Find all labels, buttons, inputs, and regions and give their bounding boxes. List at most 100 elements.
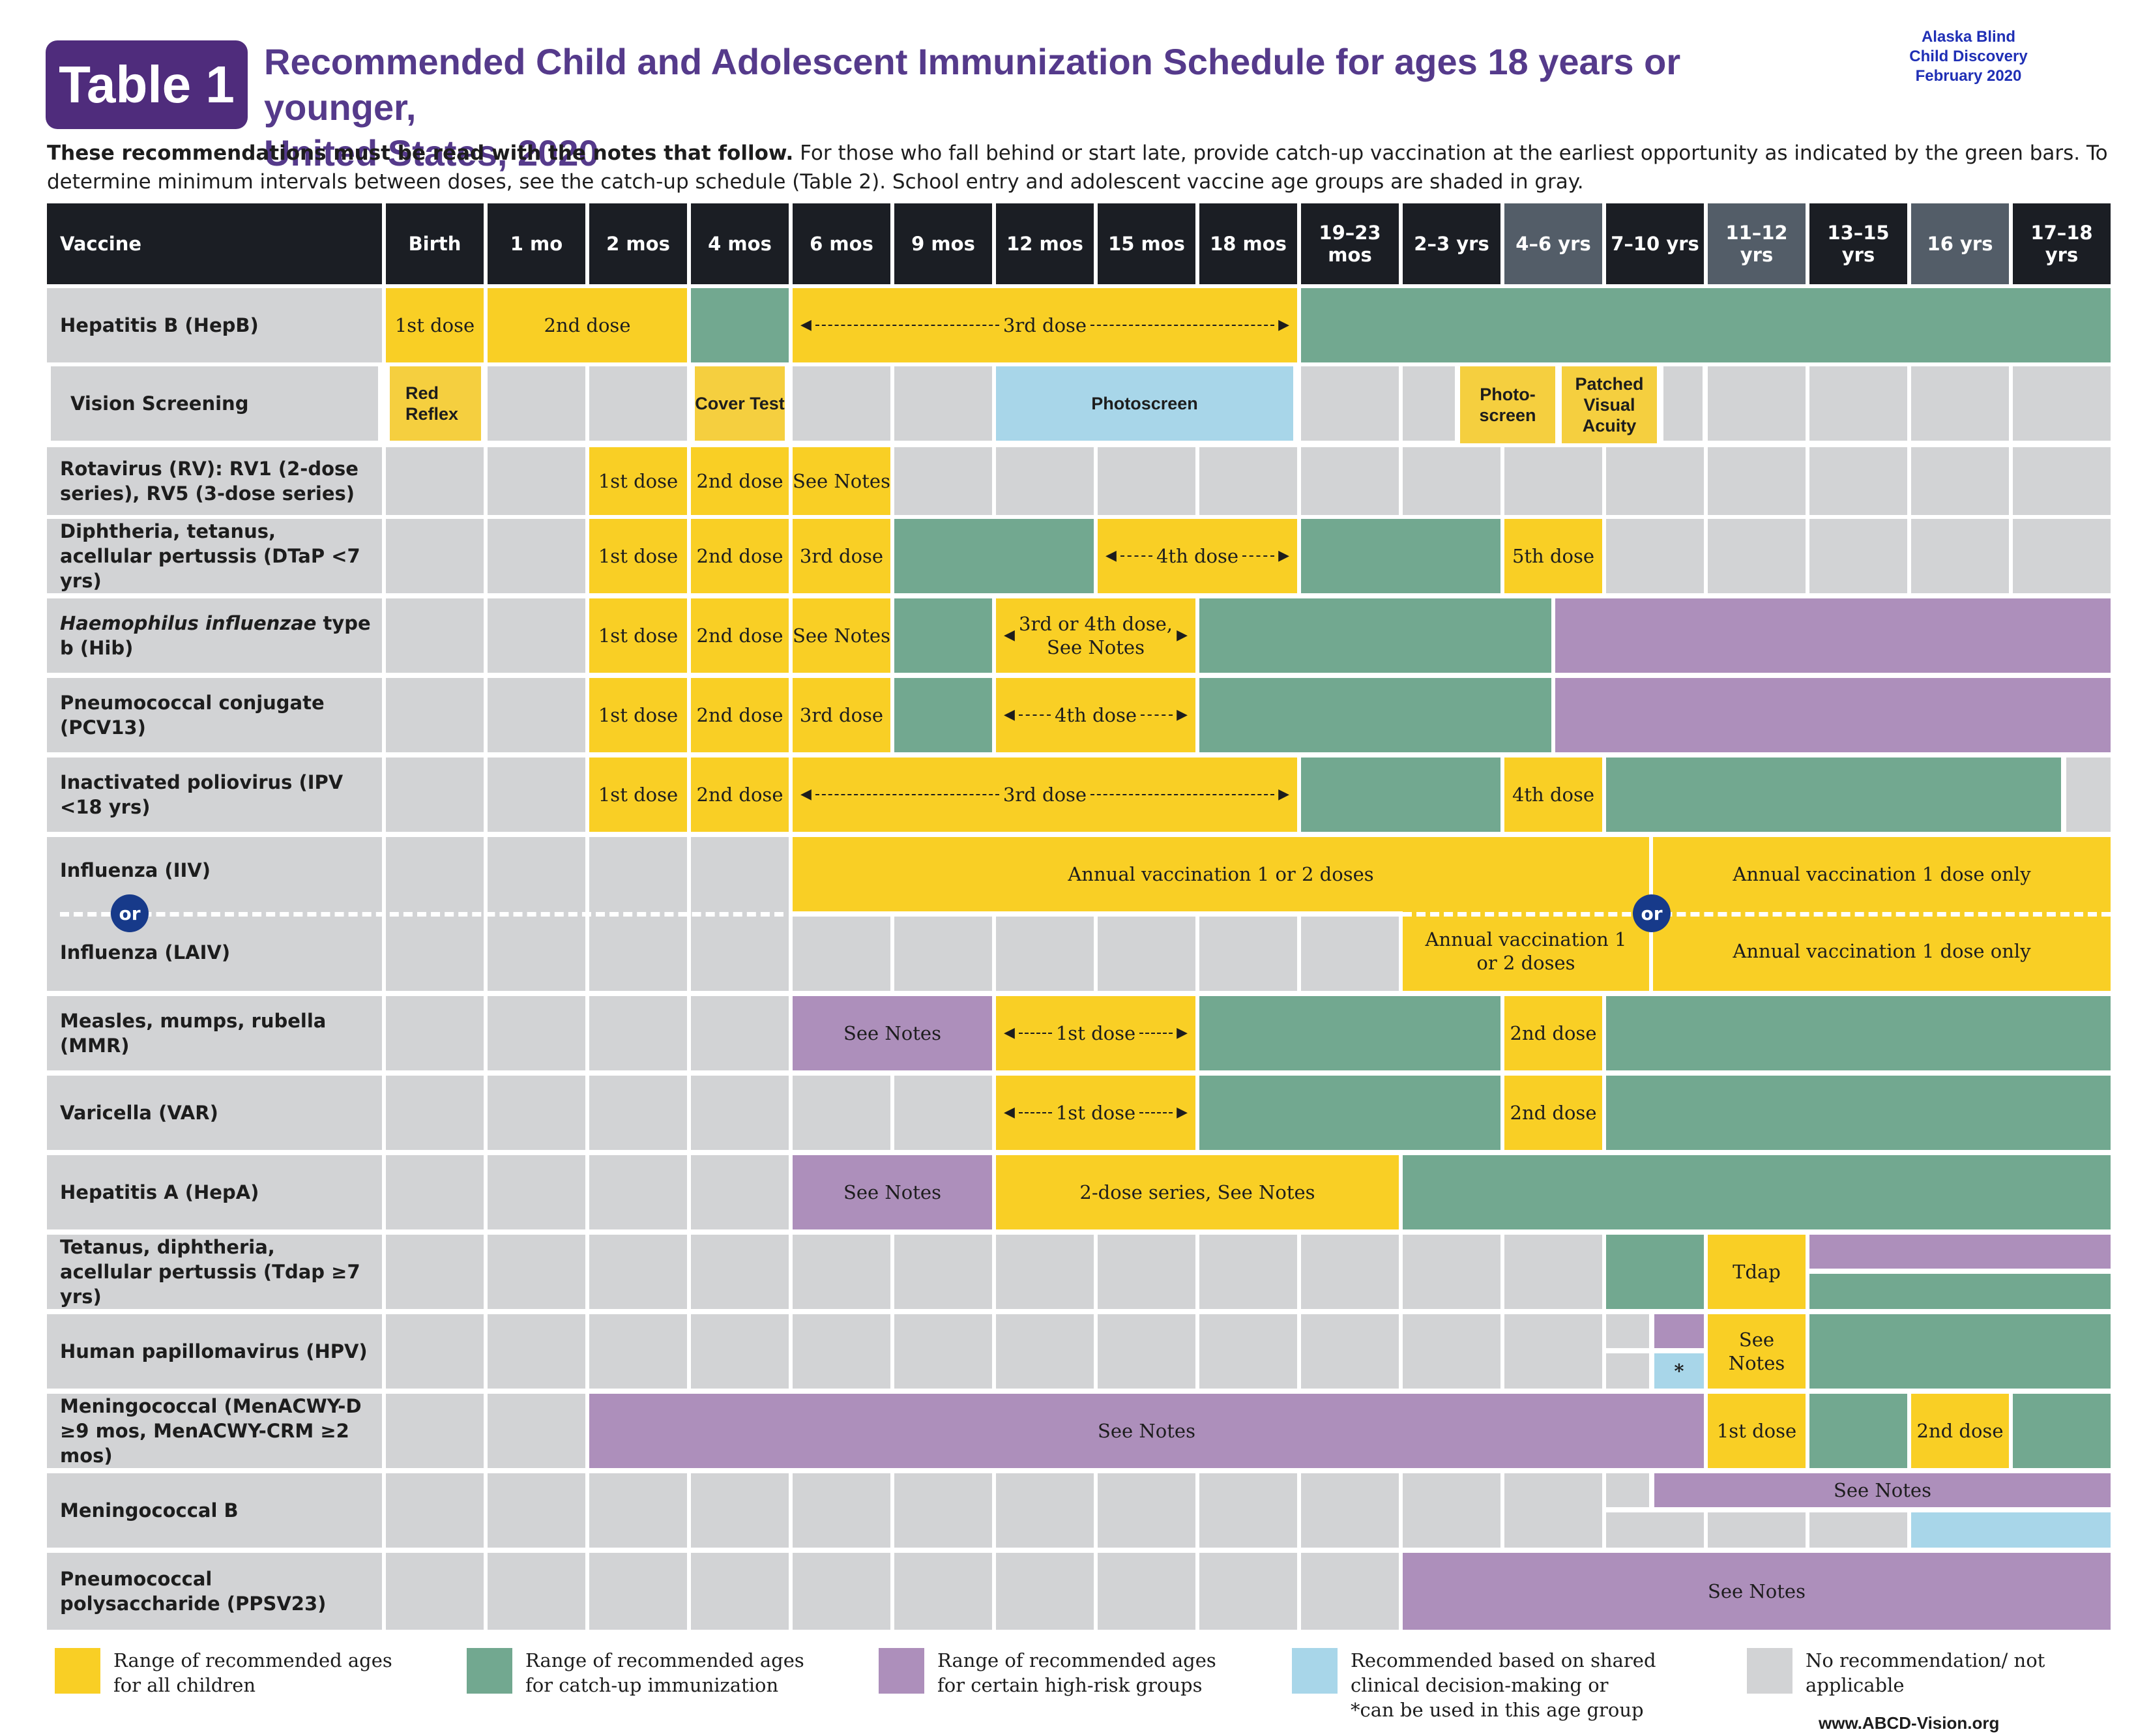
arrow-left-icon: ◀ [1105,548,1117,564]
header-age: 13–15 yrs [1809,203,1907,284]
header-age: 6 mos [793,203,890,284]
rv-dose-2: 2nd dose [691,447,789,515]
pcv-catchup [894,678,992,752]
row-label-hib-italic: Haemophilus influenzae [60,612,317,634]
row-label-mmr: Measles, mumps, rubella (MMR) [47,996,382,1070]
dtap-catchup [894,519,1094,593]
na-cell [1403,447,1500,515]
hepb-catchup [691,288,789,362]
na-cell [793,1076,890,1150]
na-cell [894,917,992,991]
arrow-left-icon: ◀ [800,786,812,802]
organization-label: Alaska Blind Child Discovery February 20… [1871,27,2066,86]
var-catchup [1199,1076,1500,1150]
hpv-star: * [1654,1353,1704,1389]
na-cell [488,1394,585,1468]
na-cell [996,447,1094,515]
na-cell [1403,366,1455,441]
legend-text-purple: Range of recommended ages for certain hi… [937,1649,1216,1696]
table-badge: Table 1 [46,40,248,129]
menacwy-dose-1: 1st dose [1708,1394,1806,1468]
mmr-dose-2: 2nd dose [1504,996,1602,1070]
arrow-right-icon: ▶ [1177,1025,1188,1041]
na-cell [488,1553,585,1630]
na-cell [1098,917,1195,991]
pcv-dose-2: 2nd dose [691,678,789,752]
na-cell [1504,1473,1602,1548]
na-cell [1301,1473,1399,1548]
na-cell [589,1235,687,1309]
dtap-dose-4: ◀ 4th dose ▶ [1098,519,1297,593]
na-cell [386,1553,484,1630]
legend-text-green: Range of recommended ages for catch-up i… [525,1649,804,1696]
vision-patched-acuity: Patched Visual Acuity [1562,366,1657,443]
na-cell [1199,1473,1297,1548]
na-cell [1911,447,2009,515]
na-cell [386,598,484,673]
mmr-see-notes: See Notes [793,996,992,1070]
hib-catchup [894,598,992,673]
row-label-hib-rest: type b (Hib) [60,612,371,659]
na-cell [996,1473,1094,1548]
na-cell [894,1553,992,1630]
row-label-menb: Meningococcal B [47,1473,382,1548]
na-cell [386,1076,484,1150]
na-cell [996,1553,1094,1630]
var-dose-2: 2nd dose [1504,1076,1602,1150]
mmr-dose-1-label: 1st dose [1055,1022,1136,1044]
laiv-annual-1-or-2-label: Annual vaccination 1 or 2 doses [1425,928,1627,974]
or-badge: or [111,894,149,932]
na-cell [894,366,992,441]
na-cell [1504,1235,1602,1309]
hib-dose-2: 2nd dose [691,598,789,673]
hepa-catchup [1403,1155,2111,1229]
na-cell [488,1076,585,1150]
mmr-dose-1: ◀ 1st dose ▶ [996,996,1195,1070]
pcv-dose-1: 1st dose [589,678,687,752]
na-cell [894,447,992,515]
na-cell [488,366,585,441]
hepb-dose-1: 1st dose [386,288,484,362]
header-age-shaded: 16 yrs [1911,203,2009,284]
na-cell [1098,1473,1195,1548]
na-cell [2013,366,2111,441]
na-cell [793,1314,890,1389]
na-cell [793,1235,890,1309]
footer-url: www.ABCD-Vision.org [1819,1713,2000,1733]
na-cell [1199,917,1297,991]
instructions-note-bold: These recommendations must be read with … [47,141,794,165]
menacwy-catchup [1809,1394,1907,1468]
arrow-left-icon: ◀ [1004,627,1015,643]
na-cell [386,678,484,752]
legend-text-blue: Recommended based on shared clinical dec… [1351,1648,1716,1722]
ipv-catchup [1606,758,2061,832]
var-dose-1-label: 1st dose [1055,1102,1136,1124]
row-label-ppsv: Pneumococcal polysaccharide (PPSV23) [47,1553,382,1630]
na-cell [1301,1314,1399,1389]
pcv-catchup [1199,678,1551,752]
na-cell [894,1076,992,1150]
hib-catchup [1199,598,1551,673]
na-cell [488,678,585,752]
na-cell [1301,1553,1399,1630]
legend-text-yellow: Range of recommended ages for all childr… [113,1649,392,1696]
arrow-right-icon: ▶ [1278,317,1290,333]
na-cell [691,1314,789,1389]
na-cell [1708,366,1806,441]
page-title-line1: Recommended Child and Adolescent Immuniz… [264,41,1681,128]
tdap-high-risk [1809,1235,2111,1269]
hepb-dose-3-label: 3rd dose [1002,314,1087,336]
dtap-dose-5: 5th dose [1504,519,1602,593]
na-cell [488,519,585,593]
na-cell [793,917,890,991]
var-catchup [1606,1076,2111,1150]
na-cell [996,1235,1094,1309]
header-age: Birth [386,203,484,284]
na-cell [488,447,585,515]
na-cell [996,1314,1094,1389]
hepb-dose-2: 2nd dose [488,288,687,362]
hepb-catchup [1301,288,2111,362]
row-label-tdap: Tetanus, diphtheria, acellular pertussis… [47,1235,382,1309]
hepb-dose-3: ◀ 3rd dose ▶ [793,288,1297,362]
arrow-left-icon: ◀ [1004,1025,1015,1041]
